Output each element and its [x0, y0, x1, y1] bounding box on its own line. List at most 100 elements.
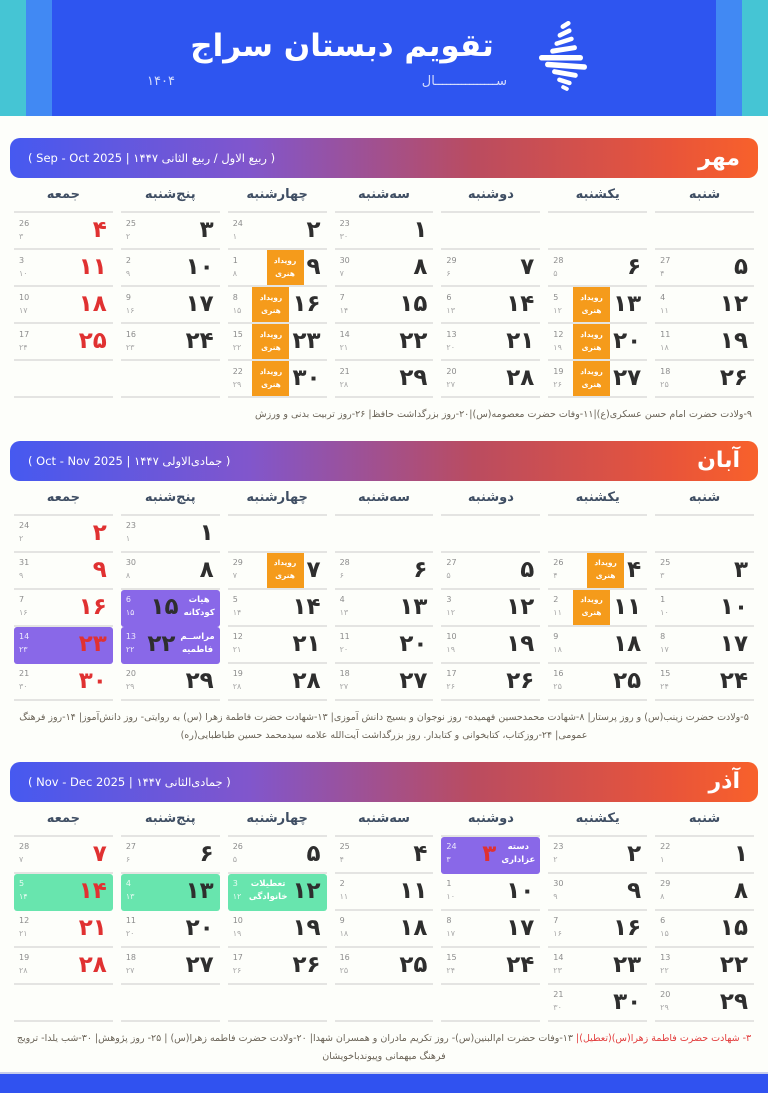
secondary-dates: 8 ۱۵: [233, 292, 242, 318]
secondary-dates: 26 ۳: [19, 218, 29, 244]
day-cell: ۷ رویداد هنری 29 ۷: [227, 552, 327, 590]
day-cell: ۲۹ 21 ۲۸: [334, 361, 434, 398]
day-cell: ۲۴ 15 ۲۴: [655, 664, 754, 701]
day-number: ۱۷: [506, 914, 535, 941]
day-number: ۱۰: [719, 593, 748, 620]
hijri-date: ۶: [339, 571, 344, 581]
hijri-date: ۱۶: [18, 608, 28, 618]
month-subtitle: ( ربیع الاول / ربیع الثانی ۱۴۴۷ | Sep - …: [28, 151, 276, 165]
day-cell: ۵ 27 ۵: [441, 553, 541, 590]
day-number: ۲: [306, 217, 321, 243]
event-label: دسته عزاداری: [501, 841, 535, 867]
day-cell: ۱۷ 9 ۱۶: [120, 287, 220, 324]
secondary-dates: 29 ۶: [446, 255, 456, 281]
day-number: ۵: [520, 556, 535, 583]
hijri-date: ۳۰: [553, 1003, 562, 1013]
gregorian-date: 20: [660, 990, 671, 1000]
day-cell: ۱ 22 ۱: [655, 837, 754, 874]
week-row: ۳ 25 ۳ ۴ رویداد هنری 26 ۴ ۵ 27 ۵ ۶ 28 ۶ ۷ رویداد هنری 29 ۷…: [10, 552, 758, 590]
hijri-date: ۱: [232, 231, 237, 241]
secondary-dates: 22 ۱: [660, 841, 670, 867]
gregorian-date: 30: [125, 558, 137, 568]
gregorian-date: 26: [18, 218, 30, 228]
hijri-date: ۲۰: [339, 645, 349, 655]
hijri-date: ۲۷: [446, 379, 456, 389]
day-number: ۱۵: [719, 914, 748, 941]
gregorian-date: 24: [446, 842, 457, 852]
day-cell: ۲۵ 17 ۲۴: [13, 324, 113, 361]
hijri-date: ۹: [18, 571, 24, 581]
secondary-dates: 17 ۲۶: [233, 952, 243, 978]
secondary-dates: 5 ۱۴: [233, 594, 242, 620]
secondary-dates: 21 ۲۸: [340, 366, 350, 392]
week-row: ۲۶ 18 ۲۵ ۲۷ رویداد هنری 19 ۲۶ ۲۸ 20 ۲۷ ۲۹ 21 ۲۸ ۳۰ روید…: [10, 361, 758, 398]
weekday-header: جمعه: [13, 804, 113, 837]
day-cell: ۹ 30 ۹: [548, 874, 648, 911]
empty-cell: [441, 985, 541, 1022]
blue-stripe-left: [26, 0, 52, 116]
day-cell: ۲۱ 13 ۲۰: [441, 324, 541, 361]
secondary-dates: 30 ۷: [340, 255, 350, 281]
secondary-dates: 16 ۲۳: [126, 329, 136, 355]
hijri-date: ۴: [339, 855, 344, 865]
day-cell: ۲۷ رویداد هنری 19 ۲۶: [548, 361, 648, 398]
secondary-dates: 2 ۱۱: [553, 594, 562, 620]
gregorian-date: 24: [232, 218, 243, 228]
secondary-dates: 26 ۵: [233, 841, 243, 867]
hijri-date: ۲۴: [660, 682, 669, 692]
gregorian-date: 6: [125, 595, 131, 605]
day-cell: ۱۵ 6 ۱۵: [655, 911, 754, 948]
secondary-dates: 23 ۱: [126, 520, 136, 546]
day-cell: ۱۶ 7 ۱۶: [548, 911, 648, 948]
empty-cell: [13, 361, 113, 398]
hijri-date: ۱۱: [339, 892, 349, 902]
day-cell: ۱۱ 3 ۱۰: [13, 250, 113, 287]
gregorian-date: 16: [125, 329, 137, 339]
day-cell: ۱۰ 1 ۱۰: [655, 590, 754, 627]
day-number: ۲۵: [78, 328, 107, 354]
day-number: ۲۰: [185, 914, 214, 941]
header-content: تقویم دبستان سراج ســــــــــــــــال ۱۴…: [0, 0, 768, 116]
gregorian-date: 26: [232, 842, 243, 852]
gregorian-date: 20: [125, 669, 137, 679]
secondary-dates: 8 ۱۷: [660, 631, 669, 657]
chip-line: هنری: [581, 305, 602, 315]
day-number: ۱۴: [78, 877, 107, 904]
art-event-chip: رویداد هنری: [573, 361, 611, 396]
secondary-dates: 6 ۱۳: [446, 292, 455, 318]
day-number: ۱۹: [719, 328, 748, 354]
hijri-date: ۲۵: [553, 682, 562, 692]
gregorian-date: 18: [660, 366, 671, 376]
day-number: ۶: [627, 254, 642, 280]
week-row: ۱۷ 8 ۱۷ ۱۸ 9 ۱۸ ۱۹ 10 ۱۹ ۲۰ 11 ۲۰ ۲۱ 12 ۲۱ مراســم فاطمی…: [10, 626, 758, 664]
secondary-dates: 11 ۲۰: [126, 915, 136, 941]
secondary-dates: 12 ۲۱: [233, 631, 243, 657]
day-number: ۳۰: [613, 988, 642, 1015]
day-cell: ۱۱ 2 ۱۱: [334, 874, 434, 911]
week-row: ۸ 29 ۸ ۹ 30 ۹ ۱۰ 1 ۱۰ ۱۱ 2 ۱۱ ۱۲ تعطیلات خانوادگی 3 ۱۲ ۱۳…: [10, 873, 758, 911]
secondary-dates: 2 ۱۱: [340, 878, 349, 904]
gregorian-date: 7: [339, 292, 345, 302]
week-row: ۲۹ 20 ۲۹ ۳۰ 21 ۳۰: [10, 985, 758, 1022]
secondary-dates: 14 ۲۱: [340, 329, 350, 355]
gregorian-date: 17: [446, 669, 457, 679]
gregorian-date: 14: [339, 329, 350, 339]
day-number: ۲۰: [399, 630, 428, 657]
day-number: ۶: [199, 840, 214, 867]
day-cell: ۴ 26 ۳: [13, 213, 113, 250]
secondary-dates: 27 ۴: [660, 255, 670, 281]
day-cell: ۷ 29 ۶: [441, 250, 541, 287]
chip-line: رویداد: [259, 329, 283, 339]
secondary-dates: 11 ۱۸: [660, 329, 670, 355]
gregorian-date: 30: [553, 879, 564, 889]
day-number: ۲۰: [613, 328, 642, 354]
chip-line: رویداد: [580, 366, 603, 376]
week-row: ۵ 27 ۴ ۶ 28 ۵ ۷ 29 ۶ ۸ 30 ۷ ۹ رویداد هنری 1 ۸ ۱۰ 2 ۹ ۱۱ 3 ۱۰: [10, 250, 758, 287]
hijri-date: ۸: [660, 892, 665, 902]
day-cell: ۱۳ 4 ۱۳: [120, 873, 220, 911]
day-cell: ۸ 29 ۸: [655, 874, 754, 911]
art-event-chip: رویداد هنری: [587, 552, 625, 588]
day-number: ۹: [306, 254, 321, 280]
gregorian-date: 27: [125, 842, 137, 852]
month-footnote: ۹-ولادت حضرت امام حسن عسکری(ع)|۱۱-وفات ح…: [255, 409, 752, 420]
